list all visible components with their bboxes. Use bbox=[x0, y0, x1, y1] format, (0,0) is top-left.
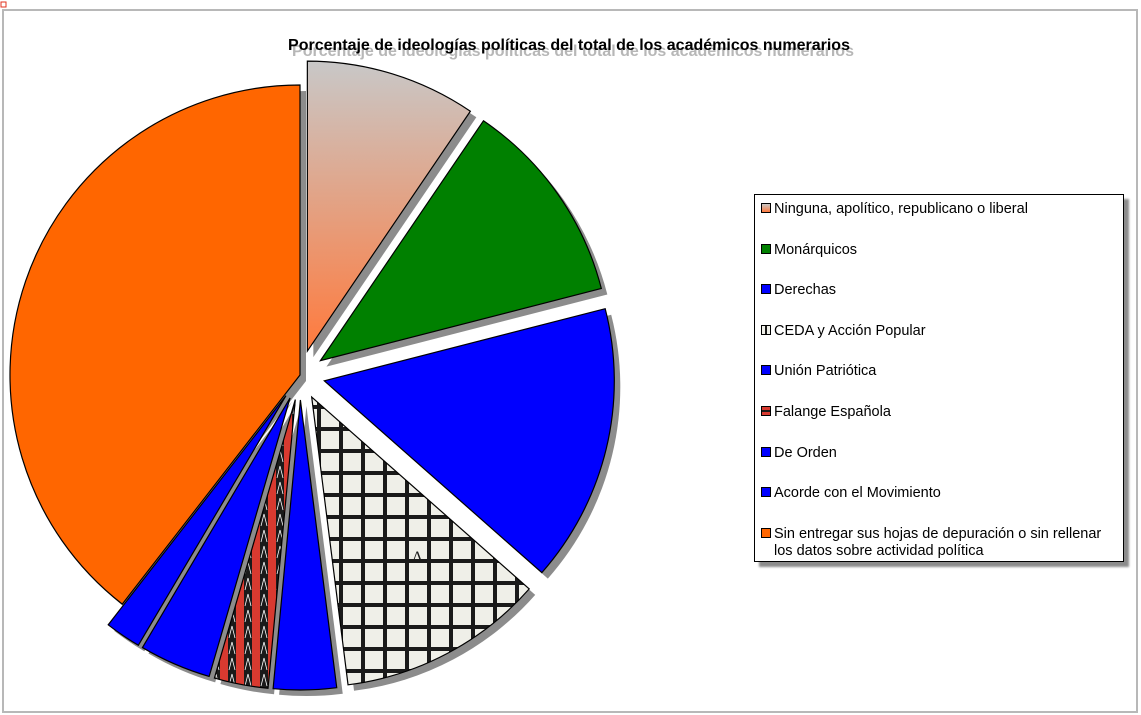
legend-label: Monárquicos bbox=[774, 241, 858, 258]
slice-falange bbox=[213, 399, 296, 689]
legend-label: Unión Patriótica bbox=[774, 363, 877, 380]
legend-label: Ninguna, apolítico, republicano o libera… bbox=[774, 201, 1028, 217]
chart-legend: Ninguna, apolítico, republicano o libera… bbox=[754, 194, 1124, 562]
legend-label: Acorde con el Movimiento bbox=[774, 485, 941, 502]
legend-item: Unión Patriótica bbox=[761, 363, 1117, 404]
ceda-emblem-letters: Λ bbox=[412, 549, 424, 566]
slice-monarquicos bbox=[319, 119, 603, 362]
chart-title-shadow: Porcentaje de ideologías políticas del t… bbox=[292, 43, 854, 60]
slice-ninguna bbox=[306, 60, 472, 354]
slice-sin-entregar bbox=[9, 84, 301, 605]
legend-item: Derechas bbox=[761, 282, 1117, 323]
legend-label: Sin entregar sus hojas de depuración o s… bbox=[774, 525, 1102, 559]
legend-label: Falange Española bbox=[774, 403, 891, 420]
legend-item: Acorde con el Movimiento bbox=[761, 485, 1117, 526]
legend-swatch bbox=[761, 324, 771, 335]
legend-swatch bbox=[761, 487, 771, 498]
legend-item: Monárquicos bbox=[761, 242, 1117, 283]
legend-swatch bbox=[761, 527, 771, 538]
chart-title: Porcentaje de ideologías políticas del t… bbox=[288, 37, 850, 54]
legend-item: Falange Española bbox=[761, 404, 1117, 445]
legend-swatch bbox=[761, 446, 771, 457]
slice-acorde bbox=[107, 395, 287, 647]
slice-union-patriotica bbox=[272, 399, 338, 691]
legend-swatch bbox=[761, 203, 771, 213]
selection-handle bbox=[0, 1, 7, 8]
legend-label: De Orden bbox=[774, 444, 837, 461]
plot-border bbox=[2, 9, 1138, 713]
legend-swatch bbox=[761, 243, 771, 254]
legend-item: De Orden bbox=[761, 445, 1117, 486]
slice-ceda bbox=[310, 395, 531, 686]
legend-label: Derechas bbox=[774, 282, 837, 299]
legend-item: Sin entregar sus hojas de depuración o s… bbox=[761, 526, 1117, 560]
legend-label: CEDA y Acción Popular bbox=[774, 322, 926, 339]
slice-derechas bbox=[323, 307, 615, 574]
slice-de-orden bbox=[141, 397, 291, 678]
ceda-emblem-icon: Λ bbox=[412, 549, 424, 566]
legend-item: CEDA y Acción Popular bbox=[761, 323, 1117, 364]
legend-swatch bbox=[761, 405, 771, 416]
legend-item: Ninguna, apolítico, republicano o libera… bbox=[761, 201, 1117, 242]
legend-swatch bbox=[761, 365, 771, 376]
legend-swatch bbox=[761, 284, 771, 295]
